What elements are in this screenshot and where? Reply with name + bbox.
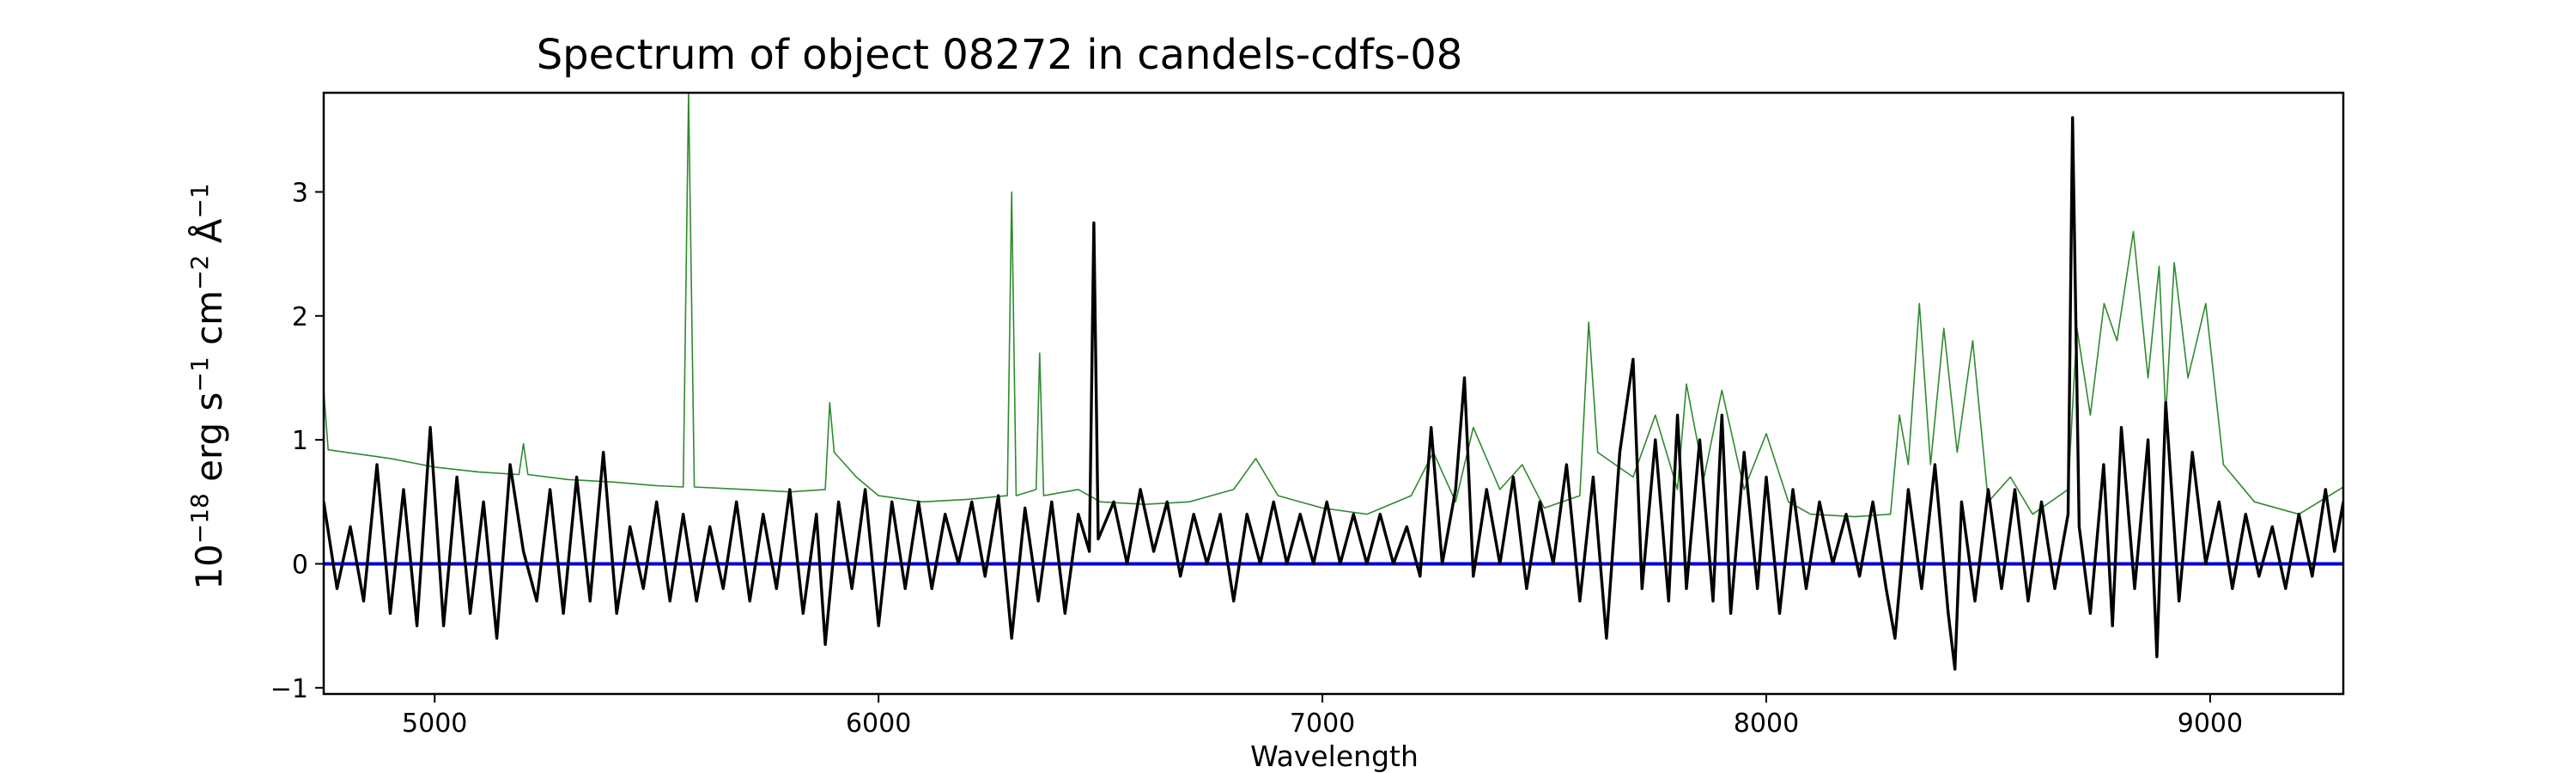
x-tick-label: 6000 (846, 709, 911, 739)
y-tick-label: 2 (292, 302, 308, 332)
sky-spectrum-line (324, 93, 2343, 518)
chart-title: Spectrum of object 08272 in candels-cdfs… (537, 31, 1463, 79)
x-axis-ticks: 5000 6000 7000 8000 9000 (402, 694, 2243, 739)
y-tick-label: 3 (292, 178, 308, 208)
y-label-exp-1: −18 (185, 493, 214, 544)
x-axis-label: Wavelength (1250, 740, 1419, 773)
y-label-cm: cm (188, 290, 230, 356)
y-label-angstrom: Å (187, 218, 230, 254)
y-label-exp-3: −2 (185, 255, 214, 290)
y-tick-label: 0 (292, 550, 308, 580)
y-label-erg: erg s (188, 393, 230, 494)
x-tick-label: 8000 (1734, 709, 1799, 739)
x-tick-label: 5000 (402, 709, 467, 739)
x-tick-label: 7000 (1290, 709, 1355, 739)
y-tick-label: 1 (292, 426, 308, 456)
object-spectrum-line (324, 116, 2343, 671)
y-axis-ticks: −1 0 1 2 3 (270, 178, 324, 704)
y-label-base: 10 (188, 544, 230, 589)
plot-frame (322, 91, 2345, 696)
axes (322, 91, 2345, 696)
plot-area (324, 93, 2343, 671)
y-axis-label: 10−18 erg s−1 cm−2 Å−1 (185, 183, 230, 589)
y-label-exp-4: −1 (185, 183, 214, 218)
y-tick-label: −1 (270, 674, 308, 704)
x-tick-label: 9000 (2178, 709, 2243, 739)
y-label-exp-2: −1 (185, 356, 214, 392)
